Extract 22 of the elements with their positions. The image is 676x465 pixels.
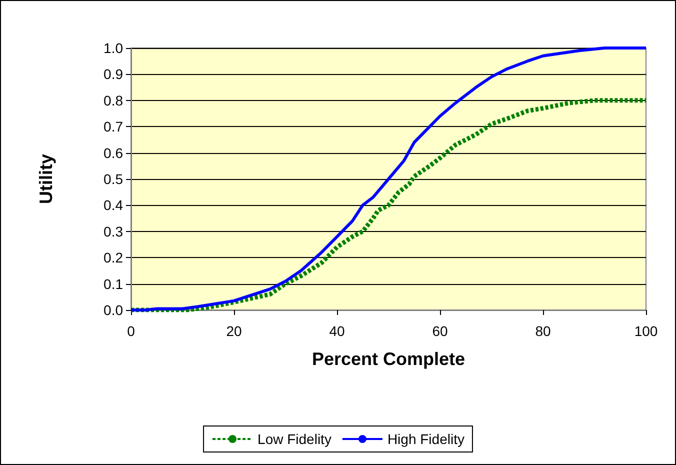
y-tick-label: 0.9 bbox=[104, 66, 124, 82]
x-tick-label: 40 bbox=[329, 323, 345, 339]
x-axis-title: Percent Complete bbox=[312, 349, 466, 369]
y-tick-label: 1.0 bbox=[104, 40, 124, 56]
line-series bbox=[130, 46, 648, 312]
x-tick-label: 80 bbox=[535, 323, 551, 339]
y-tick-label: 0.5 bbox=[104, 171, 124, 187]
legend-label: High Fidelity bbox=[387, 431, 464, 447]
y-tick-label: 0.0 bbox=[104, 302, 124, 318]
x-tick-label: 0 bbox=[127, 323, 136, 339]
y-tick-label: 0.3 bbox=[104, 223, 124, 240]
y-tick-label: 0.2 bbox=[104, 250, 124, 266]
y-tick-label: 0.8 bbox=[104, 92, 124, 108]
y-tick-label: 0.4 bbox=[104, 197, 124, 214]
y-tick-label: 0.1 bbox=[104, 276, 124, 292]
x-tick-label: 20 bbox=[226, 323, 242, 339]
y-tick-label: 0.6 bbox=[104, 144, 124, 161]
legend-label: Low Fidelity bbox=[258, 431, 332, 447]
y-tick-label: 0.7 bbox=[104, 118, 124, 135]
x-tick-label: 60 bbox=[432, 323, 448, 339]
y-axis-title: Utility bbox=[36, 154, 56, 204]
x-tick-label: 100 bbox=[634, 323, 658, 339]
